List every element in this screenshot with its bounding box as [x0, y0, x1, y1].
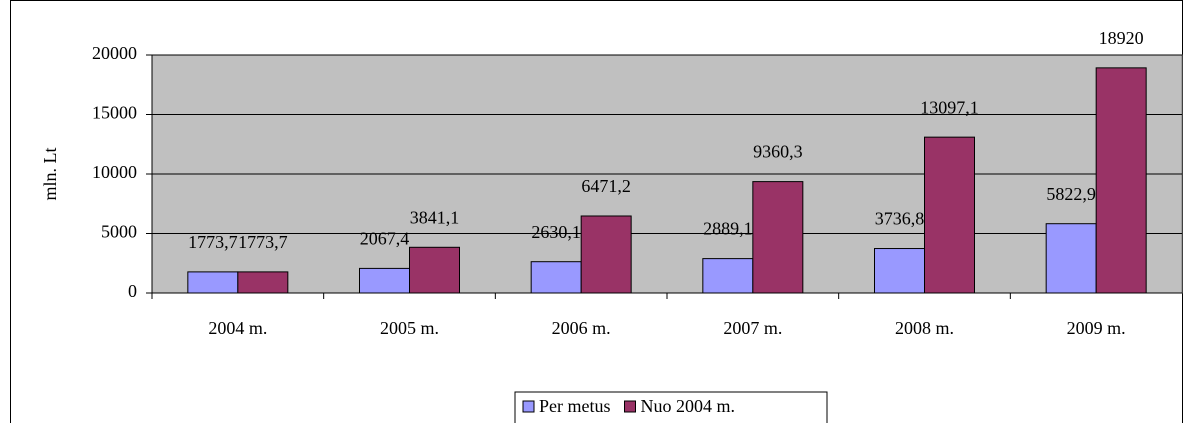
bar [1095, 67, 1147, 294]
data-label: 2889,1 [703, 219, 753, 239]
y-tick-label: 20000 [92, 43, 137, 63]
data-label: 2630,1 [531, 222, 581, 242]
legend-box [514, 391, 828, 423]
y-axis-label: mln. Lt [40, 148, 60, 201]
y-tick-label: 15000 [92, 103, 137, 123]
data-label: 18920 [1099, 28, 1144, 48]
bar [924, 136, 975, 294]
data-label: 1773,7 [238, 232, 288, 252]
x-tick-label: 2004 m. [208, 318, 267, 338]
data-label: 1773,7 [188, 232, 238, 252]
y-tick-label: 10000 [92, 162, 137, 182]
x-tick-label: 2006 m. [552, 318, 611, 338]
legend-swatch [522, 400, 535, 413]
data-label: 6471,2 [581, 176, 631, 196]
legend-swatch [624, 400, 636, 413]
data-label: 13097,1 [920, 97, 979, 117]
data-label: 3736,8 [875, 209, 925, 229]
x-tick-label: 2009 m. [1067, 318, 1126, 338]
data-label: 9360,3 [753, 142, 803, 162]
bar [1045, 223, 1097, 294]
bar [752, 181, 804, 294]
y-tick-label: 5000 [101, 222, 137, 242]
bar [237, 271, 289, 294]
data-label: 2067,4 [360, 229, 410, 249]
data-label: 3841,1 [410, 207, 460, 227]
y-tick-label: 0 [128, 281, 137, 301]
bar [359, 267, 410, 294]
data-label: 5822,9 [1046, 184, 1096, 204]
bar [580, 215, 632, 294]
x-tick-label: 2005 m. [380, 318, 439, 338]
legend-label: Per metus [539, 396, 611, 416]
bar [702, 258, 754, 294]
legend-label: Nuo 2004 m. [641, 396, 736, 416]
bar [187, 271, 239, 294]
bar [409, 246, 460, 294]
x-tick-label: 2008 m. [895, 318, 954, 338]
bar [530, 261, 582, 294]
bar [874, 248, 925, 294]
x-tick-label: 2007 m. [723, 318, 782, 338]
